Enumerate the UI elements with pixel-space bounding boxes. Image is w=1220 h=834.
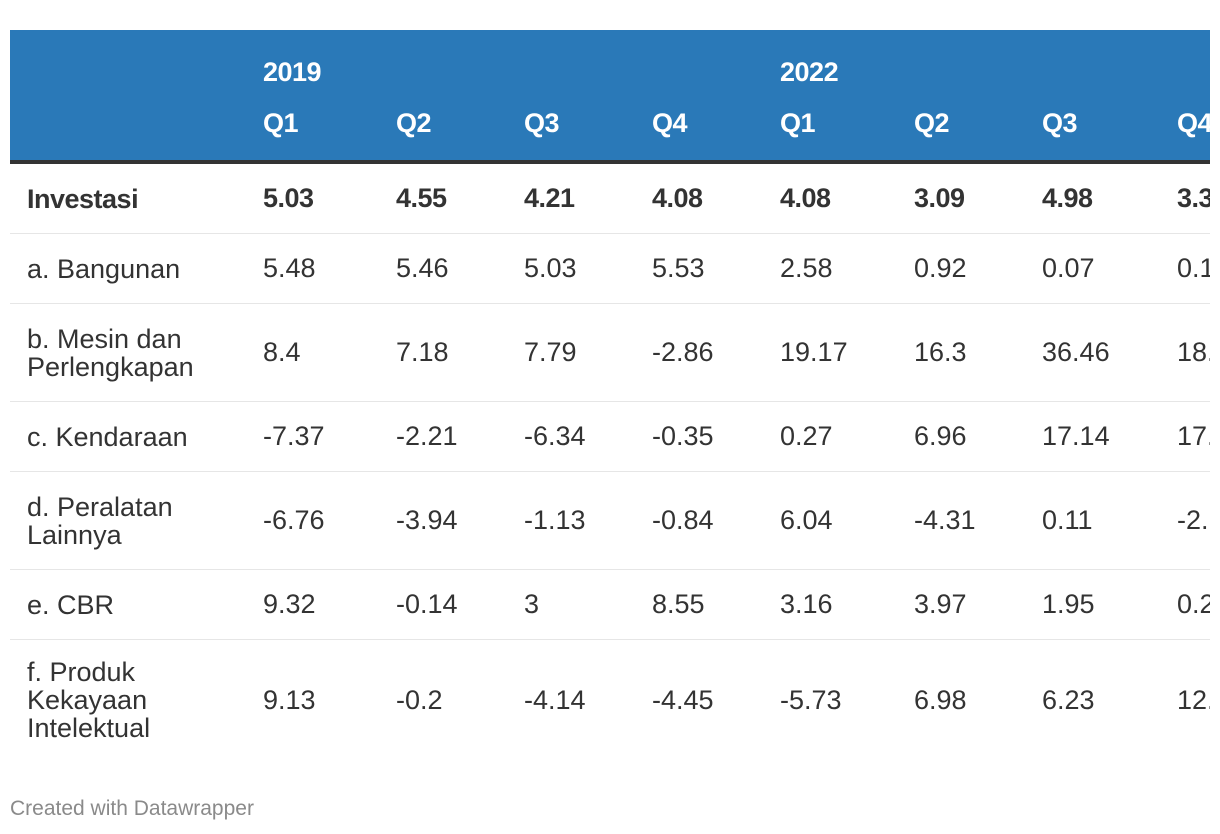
table-row: d. Peralatan Lainnya -6.76 -3.94 -1.13 -…: [10, 471, 1210, 570]
table-row: f. Produk Kekayaan Intelektual 9.13 -0.2…: [10, 640, 1210, 761]
table-cell: -6.34: [507, 401, 635, 472]
quarter-header: Q2: [396, 107, 432, 138]
table-cell: -0.14: [379, 569, 507, 640]
quarter-header-row: Q1 Q2 Q3 Q4 Q1 Q2 Q3 Q4: [10, 88, 1210, 162]
table-cell: -0.35: [635, 401, 764, 472]
table-body: Investasi 5.03 4.55 4.21 4.08 4.08 3.09 …: [10, 162, 1210, 760]
quarter-header: Q2: [914, 107, 950, 138]
year-header-row: 2019 2022: [10, 30, 1210, 88]
table-cell: 3.3: [1160, 162, 1210, 234]
table-cell: -0.84: [635, 471, 764, 570]
table-cell: 4.08: [635, 162, 764, 234]
table-cell: 0.07: [1025, 233, 1161, 304]
table-cell: 3.16: [763, 569, 898, 640]
table-cell: -4.31: [897, 471, 1026, 570]
row-label: e. CBR: [10, 569, 246, 640]
table-cell: 3: [507, 569, 635, 640]
table-cell: -5.73: [780, 684, 842, 715]
table-cell: -6.76: [246, 471, 379, 570]
header-blank: [10, 88, 246, 162]
table-row: Investasi 5.03 4.55 4.21 4.08 4.08 3.09 …: [10, 162, 1210, 234]
table-cell: 6.23: [1042, 684, 1095, 715]
table-cell: -4.45: [652, 684, 714, 715]
table-cell: 4.21: [507, 162, 635, 234]
table-cell: 5.03: [246, 162, 379, 234]
table-cell: 8.55: [635, 569, 764, 640]
table-cell: 0.11: [1025, 471, 1161, 570]
table-cell: -3.94: [379, 471, 507, 570]
table-cell: 8.4: [246, 303, 379, 402]
table-cell: 7.79: [507, 303, 635, 402]
row-label: b. Mesin dan Perlengkapan: [10, 303, 246, 402]
table-cell: 7.18: [379, 303, 507, 402]
data-table: 2019 2022 Q1 Q2 Q3 Q4 Q1 Q2 Q3 Q4 Invest…: [10, 30, 1210, 760]
row-label: Investasi: [10, 162, 246, 234]
quarter-header: Q3: [524, 107, 560, 138]
table-cell: 5.03: [507, 233, 635, 304]
table-cell: 19.17: [763, 303, 898, 402]
table-cell: -0.2: [396, 684, 443, 715]
table-cell: 9.32: [246, 569, 379, 640]
table-cell: 12.: [1177, 684, 1210, 715]
table-cell: 0.2: [1160, 569, 1210, 640]
footer-credit: Created with Datawrapper: [10, 797, 254, 820]
table-cell: 1.95: [1025, 569, 1161, 640]
table-cell: -1.13: [507, 471, 635, 570]
table-cell: 6.04: [763, 471, 898, 570]
table-cell: 4.98: [1025, 162, 1161, 234]
row-label: a. Bangunan: [10, 233, 246, 304]
table-cell: 5.53: [635, 233, 764, 304]
table-cell: -2.(: [1160, 471, 1210, 570]
table-cell: 2.58: [763, 233, 898, 304]
table-cell: 0.92: [897, 233, 1026, 304]
quarter-header: Q4: [652, 107, 688, 138]
table-row: a. Bangunan 5.48 5.46 5.03 5.53 2.58 0.9…: [10, 233, 1210, 304]
table-cell: -7.37: [246, 401, 379, 472]
year-header-2019: 2019: [263, 57, 322, 87]
table-cell: 4.55: [379, 162, 507, 234]
table-cell: 9.13: [263, 684, 316, 715]
table-cell: 5.46: [379, 233, 507, 304]
table-cell: -2.86: [635, 303, 764, 402]
quarter-header: Q3: [1042, 107, 1078, 138]
quarter-header: Q4: [1177, 107, 1210, 138]
table-cell: 6.96: [897, 401, 1026, 472]
table-cell: 3.09: [897, 162, 1026, 234]
table-cell: -4.14: [524, 684, 586, 715]
table-cell: 16.3: [897, 303, 1026, 402]
table-row: b. Mesin dan Perlengkapan 8.4 7.18 7.79 …: [10, 303, 1210, 402]
data-table-container: 2019 2022 Q1 Q2 Q3 Q4 Q1 Q2 Q3 Q4 Invest…: [10, 30, 1210, 760]
table-cell: 17.: [1160, 401, 1210, 472]
quarter-header: Q1: [263, 107, 299, 138]
table-row: e. CBR 9.32 -0.14 3 8.55 3.16 3.97 1.95 …: [10, 569, 1210, 640]
quarter-header: Q1: [780, 107, 816, 138]
table-row: c. Kendaraan -7.37 -2.21 -6.34 -0.35 0.2…: [10, 401, 1210, 472]
row-label: d. Peralatan Lainnya: [10, 471, 246, 570]
table-cell: 0.27: [763, 401, 898, 472]
table-cell: 0.1: [1160, 233, 1210, 304]
table-cell: 18.: [1160, 303, 1210, 402]
table-header: 2019 2022 Q1 Q2 Q3 Q4 Q1 Q2 Q3 Q4: [10, 30, 1210, 162]
table-cell: 3.97: [897, 569, 1026, 640]
table-cell: 4.08: [763, 162, 898, 234]
table-cell: 5.48: [246, 233, 379, 304]
table-cell: 36.46: [1025, 303, 1161, 402]
table-cell: -2.21: [379, 401, 507, 472]
row-label: c. Kendaraan: [10, 401, 246, 472]
row-label: f. Produk Kekayaan Intelektual: [27, 657, 151, 743]
year-header-2022: 2022: [780, 57, 839, 87]
table-cell: 6.98: [914, 684, 967, 715]
table-cell: 17.14: [1025, 401, 1161, 472]
header-blank: [10, 30, 246, 88]
